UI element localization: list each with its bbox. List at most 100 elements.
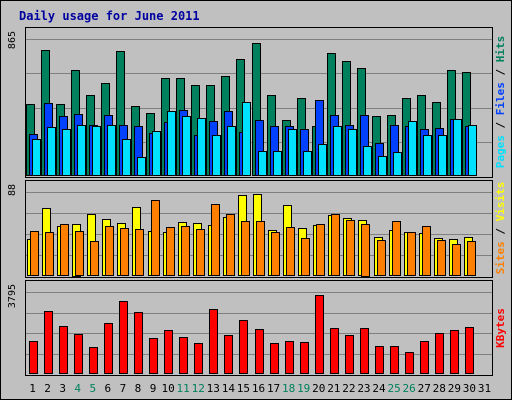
x-tick-label-day-24: 24 (372, 382, 386, 395)
x-tick-label-day-12: 12 (192, 382, 205, 395)
bar-pages-day-12 (197, 118, 206, 176)
legend-hits: Hits (494, 36, 507, 63)
bar-kbytes-day-13 (209, 309, 218, 374)
x-tick-label-day-8: 8 (135, 382, 142, 395)
bar-sites-day-19 (301, 238, 310, 276)
bar-kbytes-day-26 (405, 352, 414, 374)
panel-top-y-max-label: 865 (7, 31, 18, 49)
x-tick-label-day-17: 17 (267, 382, 280, 395)
panel-top-border (25, 27, 493, 178)
bar-kbytes-day-17 (270, 343, 279, 374)
bar-kbytes-day-2 (44, 311, 53, 374)
bar-pages-day-24 (378, 156, 387, 176)
bar-pages-day-13 (212, 135, 221, 176)
panel-middle-legend: Sites / Visits (494, 182, 507, 275)
bar-sites-day-12 (196, 229, 205, 276)
x-tick-label-day-6: 6 (105, 382, 112, 395)
bar-pages-day-25 (393, 152, 402, 176)
bar-sites-day-28 (437, 240, 446, 276)
x-tick-label-day-14: 14 (222, 382, 236, 395)
legend-separator: / (494, 221, 507, 241)
x-tick-label-day-5: 5 (89, 382, 96, 395)
bar-kbytes-day-4 (74, 334, 83, 374)
x-tick-label-day-4: 4 (74, 382, 81, 395)
panel-middle-border (25, 180, 493, 278)
bar-sites-day-26 (407, 232, 416, 276)
bar-sites-day-11 (181, 226, 190, 276)
bar-kbytes-day-8 (134, 312, 143, 374)
x-tick-label-day-23: 23 (357, 382, 370, 395)
legend-visits: Visits (494, 182, 507, 222)
legend-separator: / (494, 115, 507, 135)
bar-sites-day-24 (377, 240, 386, 276)
x-tick-label-day-29: 29 (448, 382, 461, 395)
x-tick-label-day-20: 20 (312, 382, 325, 395)
bar-sites-day-25 (392, 221, 401, 276)
bar-sites-day-4 (75, 231, 84, 276)
x-tick-label-day-3: 3 (59, 382, 66, 395)
panel-bottom-border (25, 280, 493, 376)
x-tick-label-day-2: 2 (44, 382, 51, 395)
bar-pages-day-19 (303, 151, 312, 176)
bar-kbytes-day-5 (89, 347, 98, 374)
legend-sites: Sites (494, 241, 507, 274)
bar-kbytes-day-18 (285, 341, 294, 374)
bar-sites-day-7 (120, 228, 129, 276)
bar-kbytes-day-11 (179, 337, 188, 374)
panel-middle-y-max-label: 88 (7, 184, 18, 196)
bar-sites-day-29 (452, 244, 461, 276)
bar-pages-day-27 (423, 135, 432, 176)
bar-kbytes-day-6 (104, 323, 113, 374)
bar-pages-day-4 (77, 125, 86, 176)
bar-pages-day-17 (273, 151, 282, 176)
bar-pages-day-23 (363, 146, 372, 176)
x-tick-label-day-28: 28 (433, 382, 446, 395)
panel-bottom-legend: KBytes (494, 308, 507, 348)
legend-separator: / (494, 62, 507, 82)
bar-pages-day-15 (242, 102, 251, 176)
bar-pages-day-21 (333, 126, 342, 176)
bar-sites-day-10 (166, 227, 175, 276)
bar-kbytes-day-20 (315, 295, 324, 374)
bar-pages-day-9 (152, 131, 161, 176)
bar-sites-day-8 (135, 229, 144, 276)
bar-pages-day-1 (32, 139, 41, 176)
bar-sites-day-9 (151, 200, 160, 276)
x-tick-label-day-26: 26 (403, 382, 416, 395)
panel-bottom-y-max-label: 3795 (7, 284, 18, 308)
bar-sites-day-22 (346, 220, 355, 276)
bar-sites-day-23 (361, 224, 370, 277)
bar-pages-day-20 (318, 144, 327, 176)
bar-kbytes-day-27 (420, 341, 429, 374)
bar-pages-day-6 (107, 125, 116, 176)
bar-kbytes-day-19 (300, 342, 309, 374)
x-tick-label-day-25: 25 (387, 382, 400, 395)
legend-pages: Pages (494, 135, 507, 168)
bar-pages-day-5 (92, 126, 101, 176)
bar-kbytes-day-21 (330, 328, 339, 374)
x-tick-label-day-31: 31 (478, 382, 491, 395)
bar-kbytes-day-14 (224, 335, 233, 374)
x-tick-label-day-9: 9 (150, 382, 157, 395)
bar-kbytes-day-22 (345, 335, 354, 374)
bar-kbytes-day-25 (390, 346, 399, 374)
x-tick-label-day-11: 11 (177, 382, 190, 395)
panel-top-legend: Pages / Files / Hits (494, 36, 507, 169)
bar-sites-day-30 (467, 241, 476, 276)
bar-sites-day-20 (316, 224, 325, 276)
x-tick-label-day-27: 27 (418, 382, 431, 395)
bar-kbytes-day-3 (59, 326, 68, 374)
bar-kbytes-day-9 (149, 338, 158, 374)
bar-pages-day-28 (438, 135, 447, 176)
bar-pages-day-10 (167, 111, 176, 176)
bar-kbytes-day-12 (194, 343, 203, 374)
bar-kbytes-day-28 (435, 333, 444, 374)
bar-sites-day-5 (90, 241, 99, 276)
bar-kbytes-day-23 (360, 328, 369, 374)
bar-pages-day-30 (468, 125, 477, 176)
x-tick-label-day-30: 30 (463, 382, 476, 395)
bar-sites-day-17 (271, 232, 280, 276)
bar-sites-day-16 (256, 221, 265, 276)
bar-sites-day-6 (105, 226, 114, 276)
